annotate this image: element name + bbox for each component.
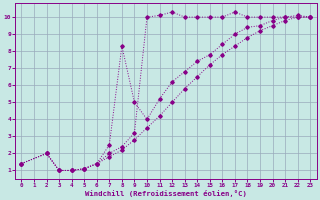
X-axis label: Windchill (Refroidissement éolien,°C): Windchill (Refroidissement éolien,°C)	[85, 190, 247, 197]
